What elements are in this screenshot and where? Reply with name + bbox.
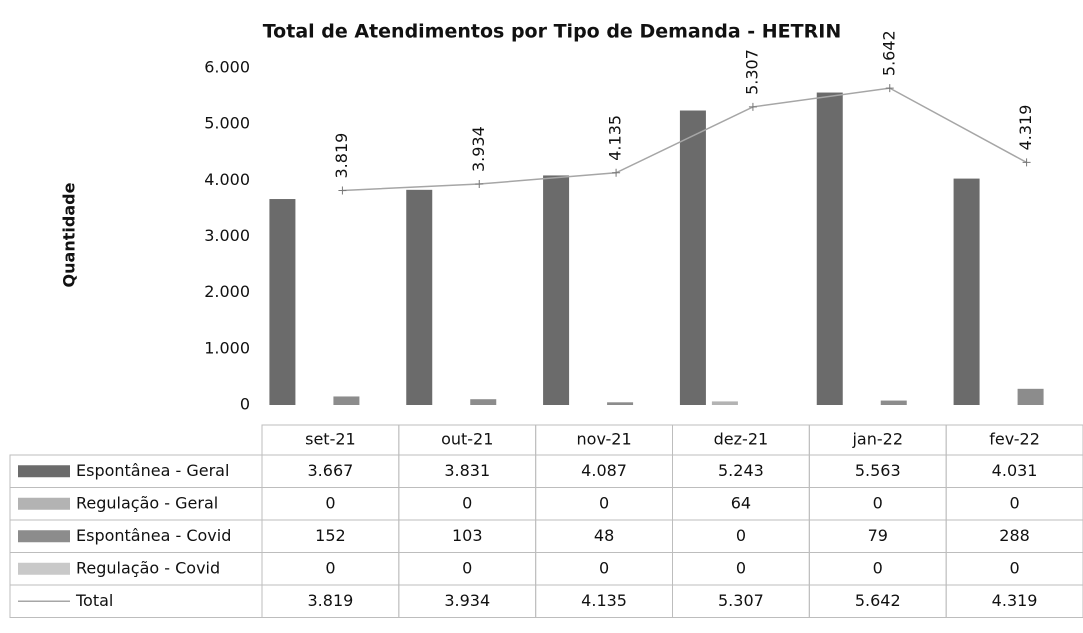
table-value: 4.135 — [581, 591, 627, 610]
data-label: 3.934 — [469, 126, 488, 172]
bar — [953, 178, 980, 405]
x-tick-label: nov-21 — [577, 430, 632, 449]
legend-label: Espontânea - Geral — [76, 461, 229, 480]
table-value: 0 — [1009, 558, 1019, 577]
line-marker — [748, 102, 757, 111]
legend-key — [18, 465, 70, 478]
data-label: 5.307 — [742, 49, 761, 95]
legend-label: Regulação - Covid — [76, 558, 220, 577]
line-marker — [885, 84, 894, 93]
y-tick-label: 4.000 — [204, 170, 250, 189]
table-value: 0 — [462, 558, 472, 577]
table-value: 0 — [873, 493, 883, 512]
table-value: 0 — [1009, 493, 1019, 512]
line-marker — [1022, 158, 1031, 167]
bar — [333, 396, 360, 405]
data-label: 4.319 — [1016, 105, 1035, 151]
table-value: 64 — [731, 493, 751, 512]
bar — [543, 175, 570, 405]
y-tick-label: 3.000 — [204, 226, 250, 245]
bar — [816, 92, 843, 405]
bar — [406, 189, 433, 405]
x-tick-label: set-21 — [305, 430, 356, 449]
table-cell — [945, 584, 1083, 618]
table-value: 0 — [736, 558, 746, 577]
table-value: 0 — [325, 493, 335, 512]
y-tick-label: 6.000 — [204, 58, 250, 77]
table-value: 0 — [599, 558, 609, 577]
x-tick-label: dez-21 — [714, 430, 769, 449]
x-tick-label: jan-22 — [851, 430, 903, 449]
y-tick-label: 2.000 — [204, 282, 250, 301]
y-tick-label: 0 — [240, 395, 250, 414]
legend-label: Espontânea - Covid — [76, 526, 231, 545]
legend-label: Total — [75, 591, 113, 610]
table-value: 152 — [315, 526, 346, 545]
table-value: 103 — [452, 526, 483, 545]
table-value: 5.642 — [855, 591, 901, 610]
y-tick-label: 1.000 — [204, 338, 250, 357]
bar — [679, 110, 706, 406]
table-value: 0 — [873, 558, 883, 577]
table-value: 48 — [594, 526, 614, 545]
legend-label: Regulação - Geral — [76, 493, 218, 512]
table-value: 288 — [999, 526, 1030, 545]
bar — [880, 400, 907, 405]
table-value: 4.087 — [581, 461, 627, 480]
data-label: 4.135 — [606, 115, 625, 161]
y-tick-label: 5.000 — [204, 114, 250, 133]
legend-key — [18, 497, 70, 510]
bar — [607, 402, 634, 405]
data-label: 3.819 — [332, 133, 351, 179]
table-value: 3.819 — [308, 591, 354, 610]
x-tick-label: fev-22 — [989, 430, 1040, 449]
table-value: 4.031 — [992, 461, 1038, 480]
table-value: 0 — [462, 493, 472, 512]
table-value: 0 — [599, 493, 609, 512]
table-value: 3.667 — [308, 461, 354, 480]
bar — [470, 399, 497, 405]
legend-key — [18, 530, 70, 543]
table-value: 0 — [736, 526, 746, 545]
line-marker — [612, 168, 621, 177]
x-tick-label: out-21 — [441, 430, 493, 449]
table-value: 5.243 — [718, 461, 764, 480]
table-value: 5.307 — [718, 591, 764, 610]
line-marker — [475, 180, 484, 189]
table-value: 0 — [325, 558, 335, 577]
y-axis-title: Quantidade — [60, 182, 79, 287]
chart-title: Total de Atendimentos por Tipo de Demand… — [263, 21, 841, 43]
line-marker — [338, 186, 347, 195]
legend-key — [18, 562, 70, 575]
table-value: 79 — [868, 526, 888, 545]
data-label: 5.642 — [879, 30, 898, 76]
line — [342, 87, 1027, 192]
table-value: 5.563 — [855, 461, 901, 480]
table-value: 4.319 — [992, 591, 1038, 610]
table-value: 3.934 — [444, 591, 490, 610]
bar — [1017, 388, 1044, 405]
bar — [711, 401, 738, 405]
table-value: 3.831 — [444, 461, 490, 480]
bar — [269, 199, 296, 405]
